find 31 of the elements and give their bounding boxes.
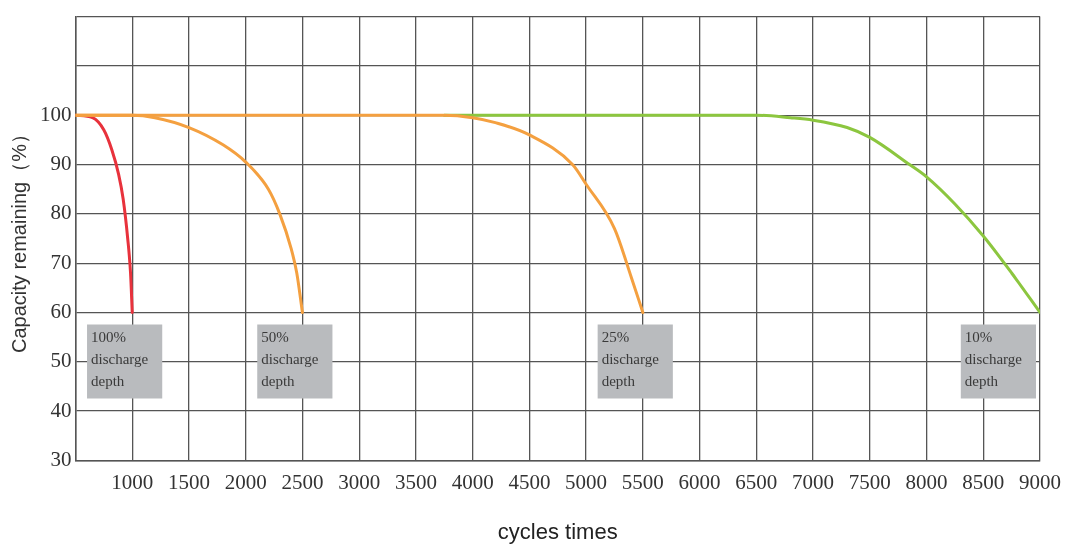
x-axis-title: cycles times xyxy=(497,518,618,544)
x-tick-label: 5500 xyxy=(621,469,664,494)
y-tick-label: 80 xyxy=(50,200,72,225)
x-tick-label: 4000 xyxy=(451,469,494,494)
x-tick-label: 8000 xyxy=(905,469,948,494)
y-tick-label: 60 xyxy=(50,298,72,323)
x-tick-label: 2500 xyxy=(281,469,324,494)
x-tick-label: 1500 xyxy=(167,469,210,494)
x-tick-label: 9000 xyxy=(1019,469,1061,494)
y-tick-label: 90 xyxy=(50,151,72,176)
x-tick-label: 6500 xyxy=(735,469,778,494)
x-tick-label: 3500 xyxy=(394,469,437,494)
y-axis-title: Capacity remaining（%） xyxy=(7,124,30,353)
x-tick-label: 7500 xyxy=(848,469,891,494)
y-tick-label: 100 xyxy=(40,101,72,126)
annotation: 50% discharge depth xyxy=(261,328,319,389)
x-tick-label: 6000 xyxy=(678,469,721,494)
annotation: 10% discharge depth xyxy=(964,328,1023,389)
x-tick-label: 4500 xyxy=(508,469,551,494)
x-tick-label: 8500 xyxy=(962,469,1005,494)
y-tick-label: 50 xyxy=(50,348,72,373)
x-tick-label: 3000 xyxy=(338,469,381,494)
x-tick-label: 2000 xyxy=(224,469,267,494)
y-tick-label: 70 xyxy=(50,249,72,274)
annotation: 100% discharge depth xyxy=(91,328,149,389)
x-tick-label: 5000 xyxy=(565,469,608,494)
annotation: 25% discharge depth xyxy=(601,328,660,389)
x-tick-label: 1000 xyxy=(111,469,154,494)
x-tick-label: 7000 xyxy=(792,469,835,494)
y-tick-label: 40 xyxy=(50,397,72,422)
y-tick-label: 30 xyxy=(50,446,72,471)
